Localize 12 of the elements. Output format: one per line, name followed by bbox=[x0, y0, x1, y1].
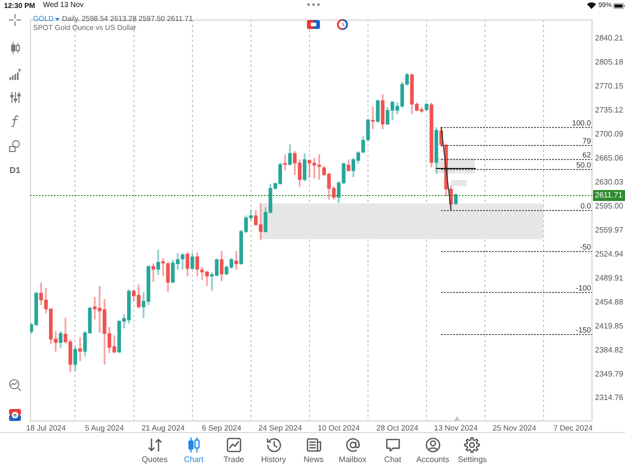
text: Chart bbox=[184, 455, 204, 464]
text: History bbox=[261, 455, 286, 464]
candlestick bbox=[283, 154, 287, 170]
text: News bbox=[304, 455, 324, 464]
text: Trade bbox=[224, 455, 244, 464]
text: D1 bbox=[10, 165, 20, 176]
text: Settings bbox=[458, 455, 487, 464]
text: Mailbox bbox=[338, 455, 366, 464]
text: Accounts bbox=[416, 455, 450, 464]
candlestick bbox=[161, 258, 165, 276]
text: Quotes bbox=[142, 455, 168, 464]
text: Chat bbox=[384, 455, 402, 464]
